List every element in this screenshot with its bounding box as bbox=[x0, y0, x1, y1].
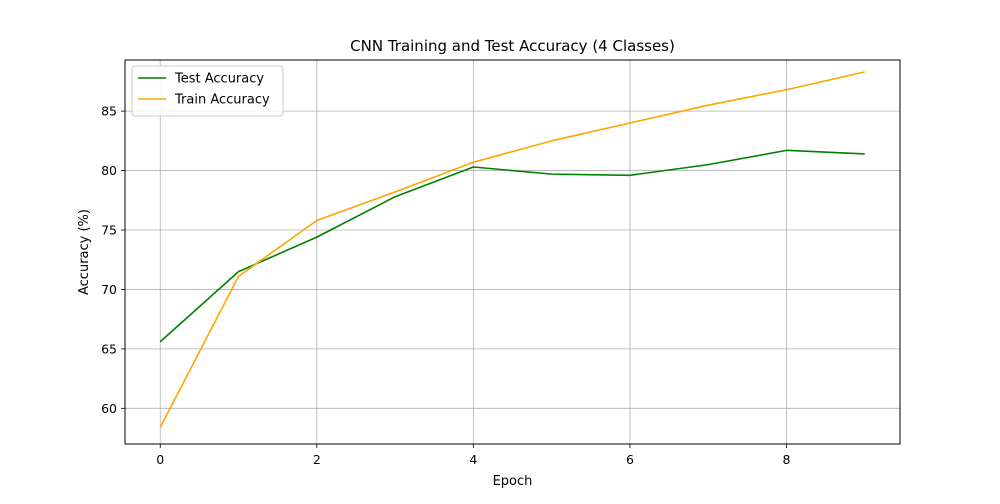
x-tick-label: 0 bbox=[156, 452, 164, 467]
chart-title: CNN Training and Test Accuracy (4 Classe… bbox=[350, 37, 675, 55]
y-tick-label: 75 bbox=[101, 223, 117, 238]
x-tick-label: 2 bbox=[313, 452, 321, 467]
train-accuracy-line bbox=[159, 71, 865, 428]
legend: Test Accuracy Train Accuracy bbox=[131, 65, 284, 117]
x-tick-label: 8 bbox=[783, 452, 791, 467]
data-series bbox=[159, 71, 865, 428]
y-tick-label: 70 bbox=[101, 282, 117, 297]
axis-ticks: 0 2 4 6 8 60 65 70 75 80 85 bbox=[101, 104, 790, 467]
x-tick-label: 6 bbox=[626, 452, 634, 467]
y-tick-label: 85 bbox=[101, 104, 117, 119]
legend-box bbox=[131, 65, 284, 117]
x-tick-label: 4 bbox=[469, 452, 477, 467]
y-tick-label: 65 bbox=[101, 341, 117, 356]
legend-label: Test Accuracy bbox=[174, 72, 264, 87]
test-accuracy-line bbox=[159, 149, 865, 343]
y-tick-label: 60 bbox=[101, 401, 117, 416]
y-axis-label: Accuracy (%) bbox=[77, 209, 92, 295]
x-axis-label: Epoch bbox=[493, 474, 533, 489]
legend-label: Train Accuracy bbox=[174, 93, 270, 108]
plot-area-frame bbox=[124, 59, 901, 445]
y-tick-label: 80 bbox=[101, 163, 117, 178]
